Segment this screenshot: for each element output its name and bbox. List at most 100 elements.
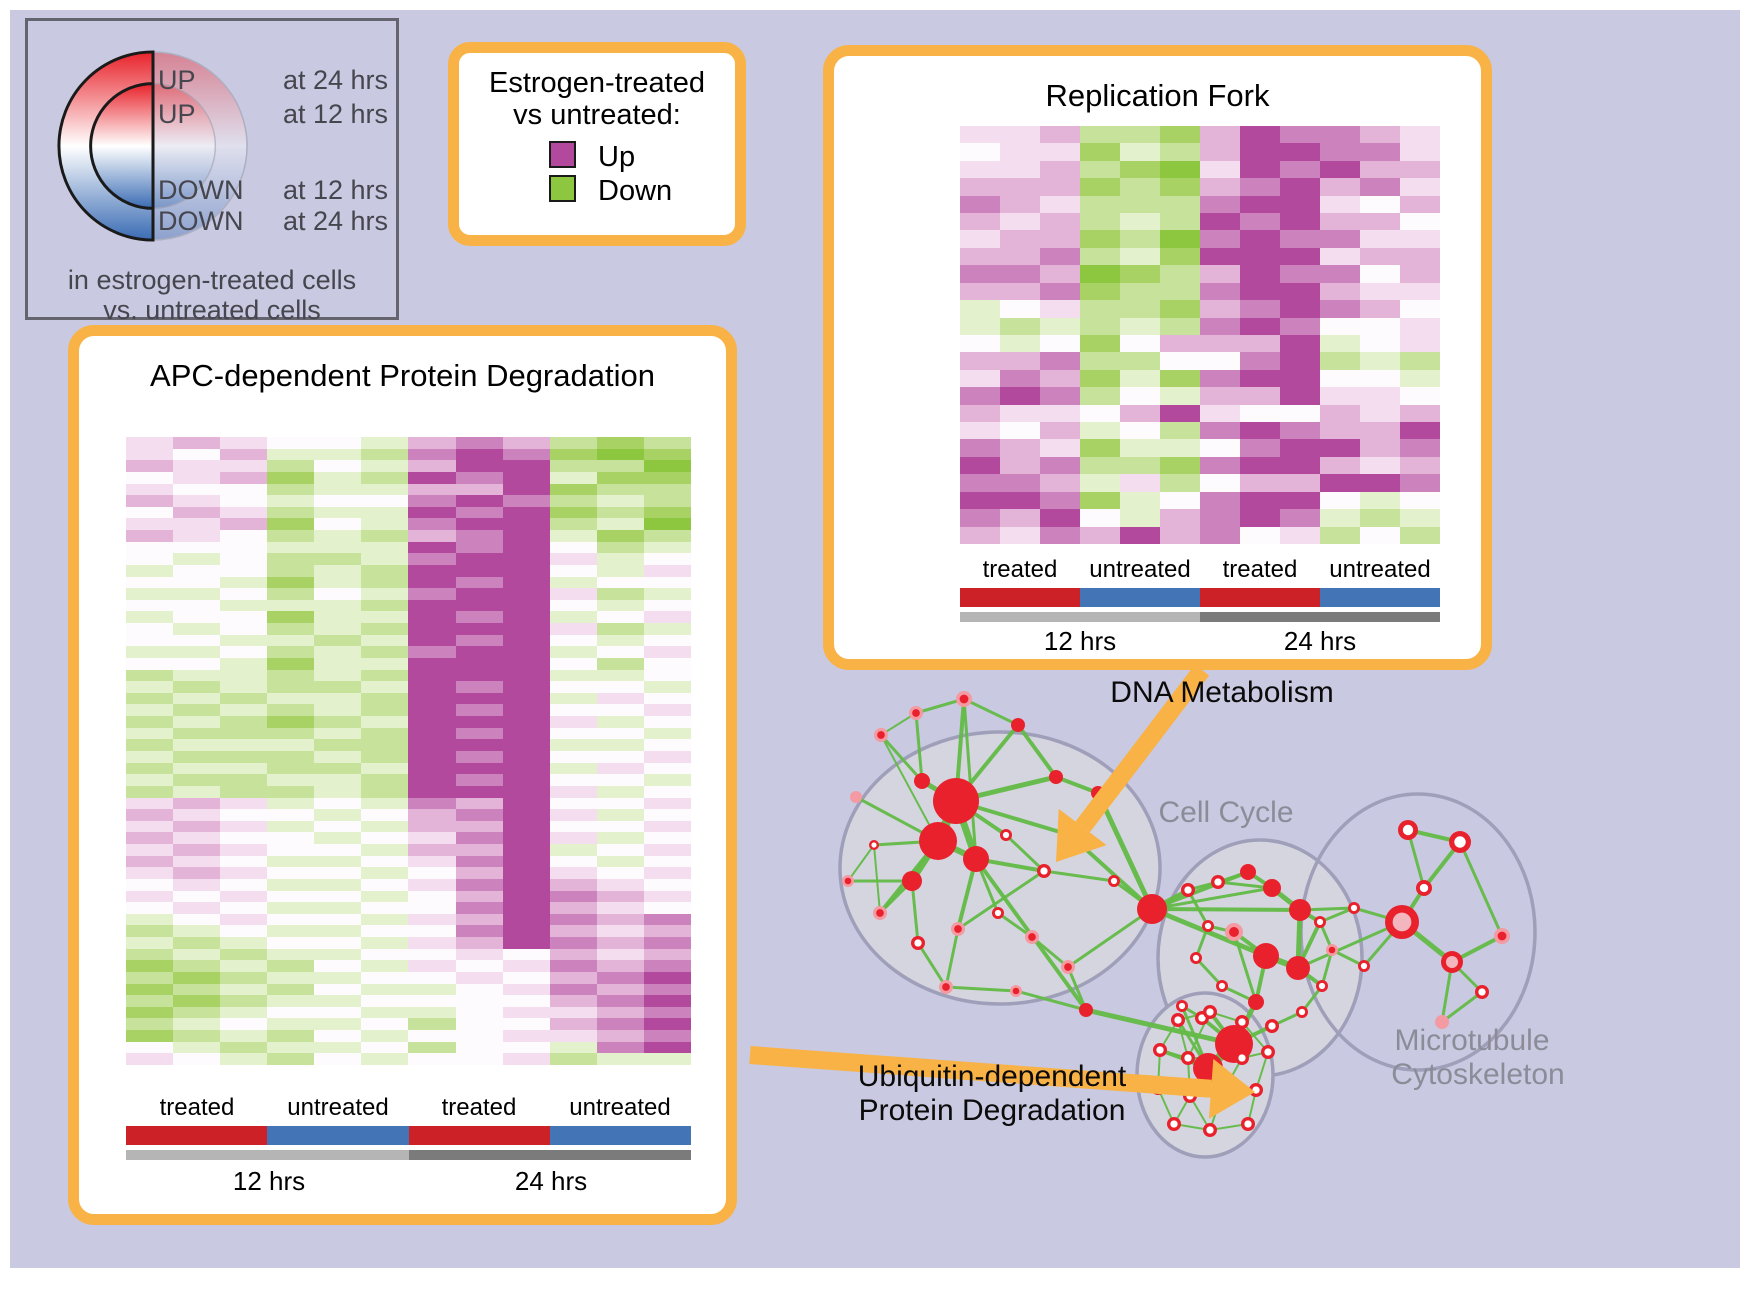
gene-node xyxy=(1181,883,1195,897)
gene-node-core xyxy=(1264,1048,1272,1056)
heatmap-cell xyxy=(1160,509,1200,527)
heatmap-cell xyxy=(960,143,1000,161)
heatmap-cell xyxy=(126,646,174,658)
heatmap-cell xyxy=(1200,160,1240,179)
heatmap-cell xyxy=(220,611,268,624)
up-color-swatch xyxy=(549,141,576,168)
network-edge xyxy=(954,799,1072,837)
heatmap-cell xyxy=(960,213,1000,231)
gene-node-core xyxy=(1218,982,1226,990)
bar-24h xyxy=(1200,612,1440,622)
heatmap-cell xyxy=(596,809,644,821)
heatmap-cell xyxy=(596,576,644,589)
gene-node xyxy=(1249,1083,1263,1097)
heatmap-cell xyxy=(502,611,550,624)
network-edge xyxy=(878,879,914,915)
heatmap-cell xyxy=(1040,474,1080,492)
heatmap-cell xyxy=(455,867,503,879)
heatmap-cell xyxy=(502,564,550,577)
heatmap-cell xyxy=(502,495,550,507)
heatmap-cell xyxy=(408,739,456,751)
heatmap-cell xyxy=(1200,213,1240,231)
heatmap-cell xyxy=(1040,387,1080,405)
heatmap-cell xyxy=(1280,387,1320,405)
gene-node xyxy=(1240,864,1256,880)
gene-node xyxy=(1190,952,1202,964)
heatmap-cell xyxy=(549,530,597,542)
heatmap-cell xyxy=(408,995,456,1007)
heatmap-cell xyxy=(1040,300,1080,318)
heatmap-cell xyxy=(643,692,691,705)
heatmap-cell xyxy=(1400,491,1440,510)
heatmap-cell xyxy=(126,971,174,984)
network-edge xyxy=(1159,1049,1189,1059)
heatmap-cell xyxy=(1120,509,1160,527)
heatmap-cell xyxy=(267,1018,315,1031)
heatmap-cell xyxy=(1200,247,1240,266)
gene-node xyxy=(911,936,925,950)
heatmap-cell xyxy=(173,541,221,554)
heatmap-cell xyxy=(596,1041,644,1054)
heatmap-cell xyxy=(1080,439,1120,457)
heatmap-cell xyxy=(220,785,268,798)
heatmap-cell xyxy=(455,716,503,728)
heatmap-cell xyxy=(1360,369,1400,388)
gene-node xyxy=(1253,943,1279,969)
heatmap-cell xyxy=(1000,195,1040,214)
heatmap-cell xyxy=(1240,143,1280,161)
heatmap-cell xyxy=(314,716,362,728)
heatmap-cell xyxy=(960,265,1000,283)
heatmap-cell xyxy=(455,1030,503,1042)
gene-node xyxy=(1091,786,1105,800)
heatmap-cell xyxy=(1280,456,1320,475)
panel-title: APC-dependent Protein Degradation xyxy=(150,358,655,393)
heatmap-cell xyxy=(173,588,221,600)
heatmap-cell xyxy=(173,495,221,507)
heatmap-cell xyxy=(173,518,221,531)
heatmap-cell xyxy=(1000,404,1040,423)
heatmap-cell xyxy=(173,820,221,833)
heatmap-cell xyxy=(549,878,597,891)
heatmap-cell xyxy=(126,937,174,949)
heatmap-cell xyxy=(596,820,644,833)
network-edge xyxy=(954,723,1020,803)
heatmap-cell xyxy=(643,1006,691,1019)
heatmap-cell xyxy=(408,495,456,507)
heatmap-cell xyxy=(361,1030,409,1042)
heatmap-cell xyxy=(1040,404,1080,423)
apc-heatmap xyxy=(126,437,691,1065)
heatmap-cell xyxy=(1400,404,1440,423)
gene-node xyxy=(1296,1006,1308,1018)
heatmap-cell xyxy=(549,646,597,658)
heatmap-cell xyxy=(126,902,174,914)
heatmap-cell xyxy=(408,960,456,972)
heatmap-cell xyxy=(549,611,597,624)
heatmap-cell xyxy=(1400,230,1440,248)
network-edge xyxy=(1269,885,1303,913)
heatmap-cell xyxy=(549,727,597,740)
heatmap-cell xyxy=(126,692,174,705)
network-edge xyxy=(1186,880,1220,892)
heatmap-cell xyxy=(1080,265,1120,283)
treated-bar-24h xyxy=(408,1126,550,1145)
heatmap-cell xyxy=(960,387,1000,405)
heatmap-cell xyxy=(408,657,456,670)
heatmap-cell xyxy=(549,448,597,461)
heatmap-cell xyxy=(502,471,550,484)
heatmap-cell xyxy=(220,1030,268,1042)
heatmap-cell xyxy=(643,797,691,810)
heatmap-cell xyxy=(1280,334,1320,353)
heatmap-cell xyxy=(1080,334,1120,353)
network-edge xyxy=(933,796,961,846)
heatmap-cell xyxy=(1000,422,1040,440)
ring-dir-label: UP xyxy=(158,65,196,95)
heatmap-cell xyxy=(596,855,644,868)
heatmap-cell xyxy=(960,126,1000,144)
gene-node xyxy=(1137,894,1167,924)
heatmap-cell xyxy=(267,623,315,635)
network-edge xyxy=(1318,906,1356,924)
heatmap-cell xyxy=(1320,300,1360,318)
heatmap-cell xyxy=(596,495,644,507)
heatmap-cell xyxy=(1240,300,1280,318)
heatmap-cell xyxy=(220,902,268,914)
